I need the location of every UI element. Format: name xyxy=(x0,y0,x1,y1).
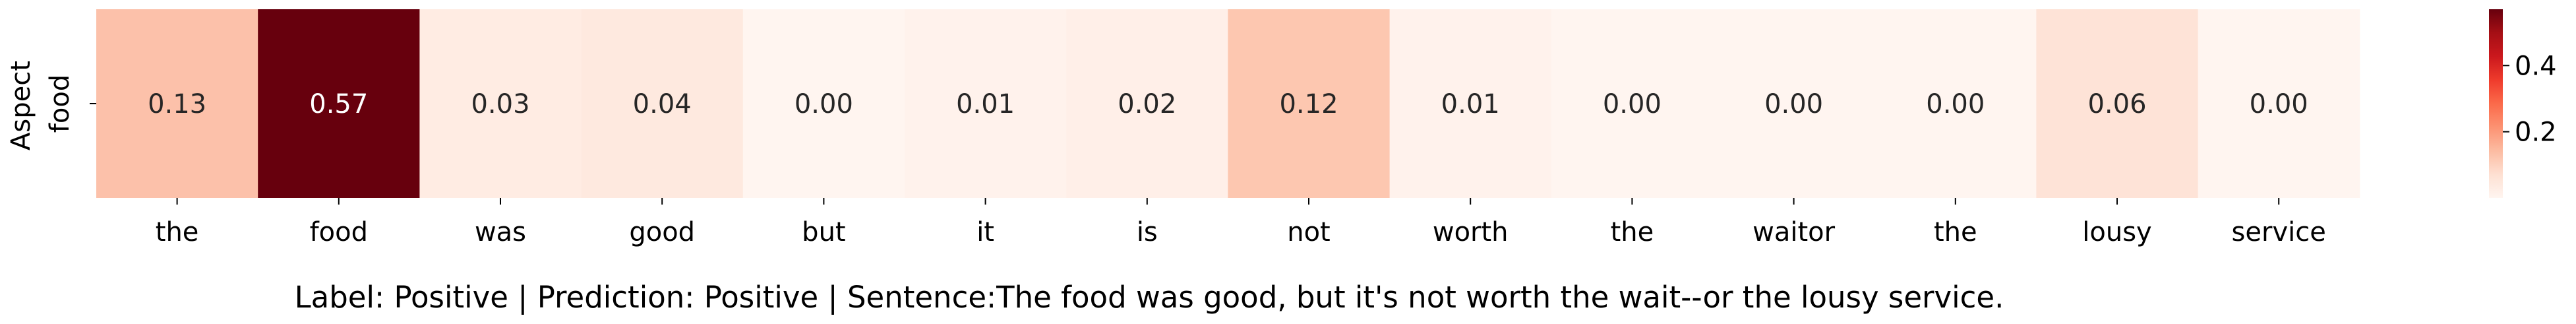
x-tick-label: service xyxy=(2232,217,2326,247)
heatmap-cell xyxy=(1551,9,1714,198)
cell-value-label: 0.02 xyxy=(1118,89,1176,119)
y-axis-ticks: food xyxy=(45,75,96,133)
cell-value-label: 0.03 xyxy=(471,89,529,119)
cell-value-label: 0.01 xyxy=(956,89,1015,119)
cell-value-label: 0.00 xyxy=(794,89,853,119)
heatmap-cell xyxy=(581,9,744,198)
cell-value-label: 0.12 xyxy=(1279,89,1338,119)
x-tick-label: worth xyxy=(1433,217,1509,247)
x-tick-label: the xyxy=(1934,217,1977,247)
heatmap-cell xyxy=(2036,9,2199,198)
cell-value-label: 0.00 xyxy=(1764,89,1823,119)
heatmap-cell xyxy=(905,9,1067,198)
heatmap-cell xyxy=(2198,9,2360,198)
y-axis-label: Aspect xyxy=(6,61,36,150)
heatmap-cell xyxy=(1713,9,1875,198)
x-tick-label: was xyxy=(475,217,526,247)
x-tick-label: food xyxy=(310,217,368,247)
cell-value-label: 0.00 xyxy=(1603,89,1662,119)
colorbar-tick-label: 0.2 xyxy=(2515,117,2557,148)
heatmap-cell xyxy=(419,9,582,198)
heatmap-cell xyxy=(1228,9,1391,198)
heatmap-cell xyxy=(96,9,258,198)
y-tick-label: food xyxy=(45,75,75,133)
cell-value-label: 0.00 xyxy=(2250,89,2308,119)
colorbar-ticks: 0.2 0.4 xyxy=(2503,51,2557,148)
colorbar xyxy=(2489,9,2503,198)
cell-value-label: 0.13 xyxy=(148,89,206,119)
heatmap-cell-labels: 0.13 0.57 0.03 0.04 0.00 0.01 0.02 0.12 0.01 0.00… xyxy=(148,89,2308,119)
x-tick-label: good xyxy=(629,217,695,247)
x-axis-ticks: the food was good but it is not worth the waitor th… xyxy=(156,198,2326,247)
cell-value-label: 0.04 xyxy=(633,89,692,119)
heatmap-cell xyxy=(742,9,905,198)
x-tick-label: not xyxy=(1287,217,1331,247)
x-tick-label: the xyxy=(1611,217,1654,247)
heatmap-cell xyxy=(1389,9,1552,198)
cell-value-label: 0.57 xyxy=(309,89,368,119)
colorbar-tick-label: 0.4 xyxy=(2515,51,2557,81)
x-tick-label: the xyxy=(156,217,199,247)
cell-value-label: 0.01 xyxy=(1441,89,1500,119)
x-tick-label: lousy xyxy=(2082,217,2151,247)
cell-value-label: 0.00 xyxy=(1926,89,1985,119)
heatmap-cells xyxy=(96,9,2360,198)
x-tick-label: is xyxy=(1137,217,1158,247)
heatmap-cell xyxy=(1066,9,1228,198)
x-tick-label: waitor xyxy=(1752,217,1835,247)
x-axis-label: Label: Positive | Prediction: Positive |… xyxy=(295,280,2004,315)
heatmap-cell xyxy=(258,9,420,198)
x-tick-label: but xyxy=(802,217,845,247)
heatmap-cell xyxy=(1874,9,2037,198)
x-tick-label: it xyxy=(976,217,994,247)
cell-value-label: 0.06 xyxy=(2087,89,2146,119)
